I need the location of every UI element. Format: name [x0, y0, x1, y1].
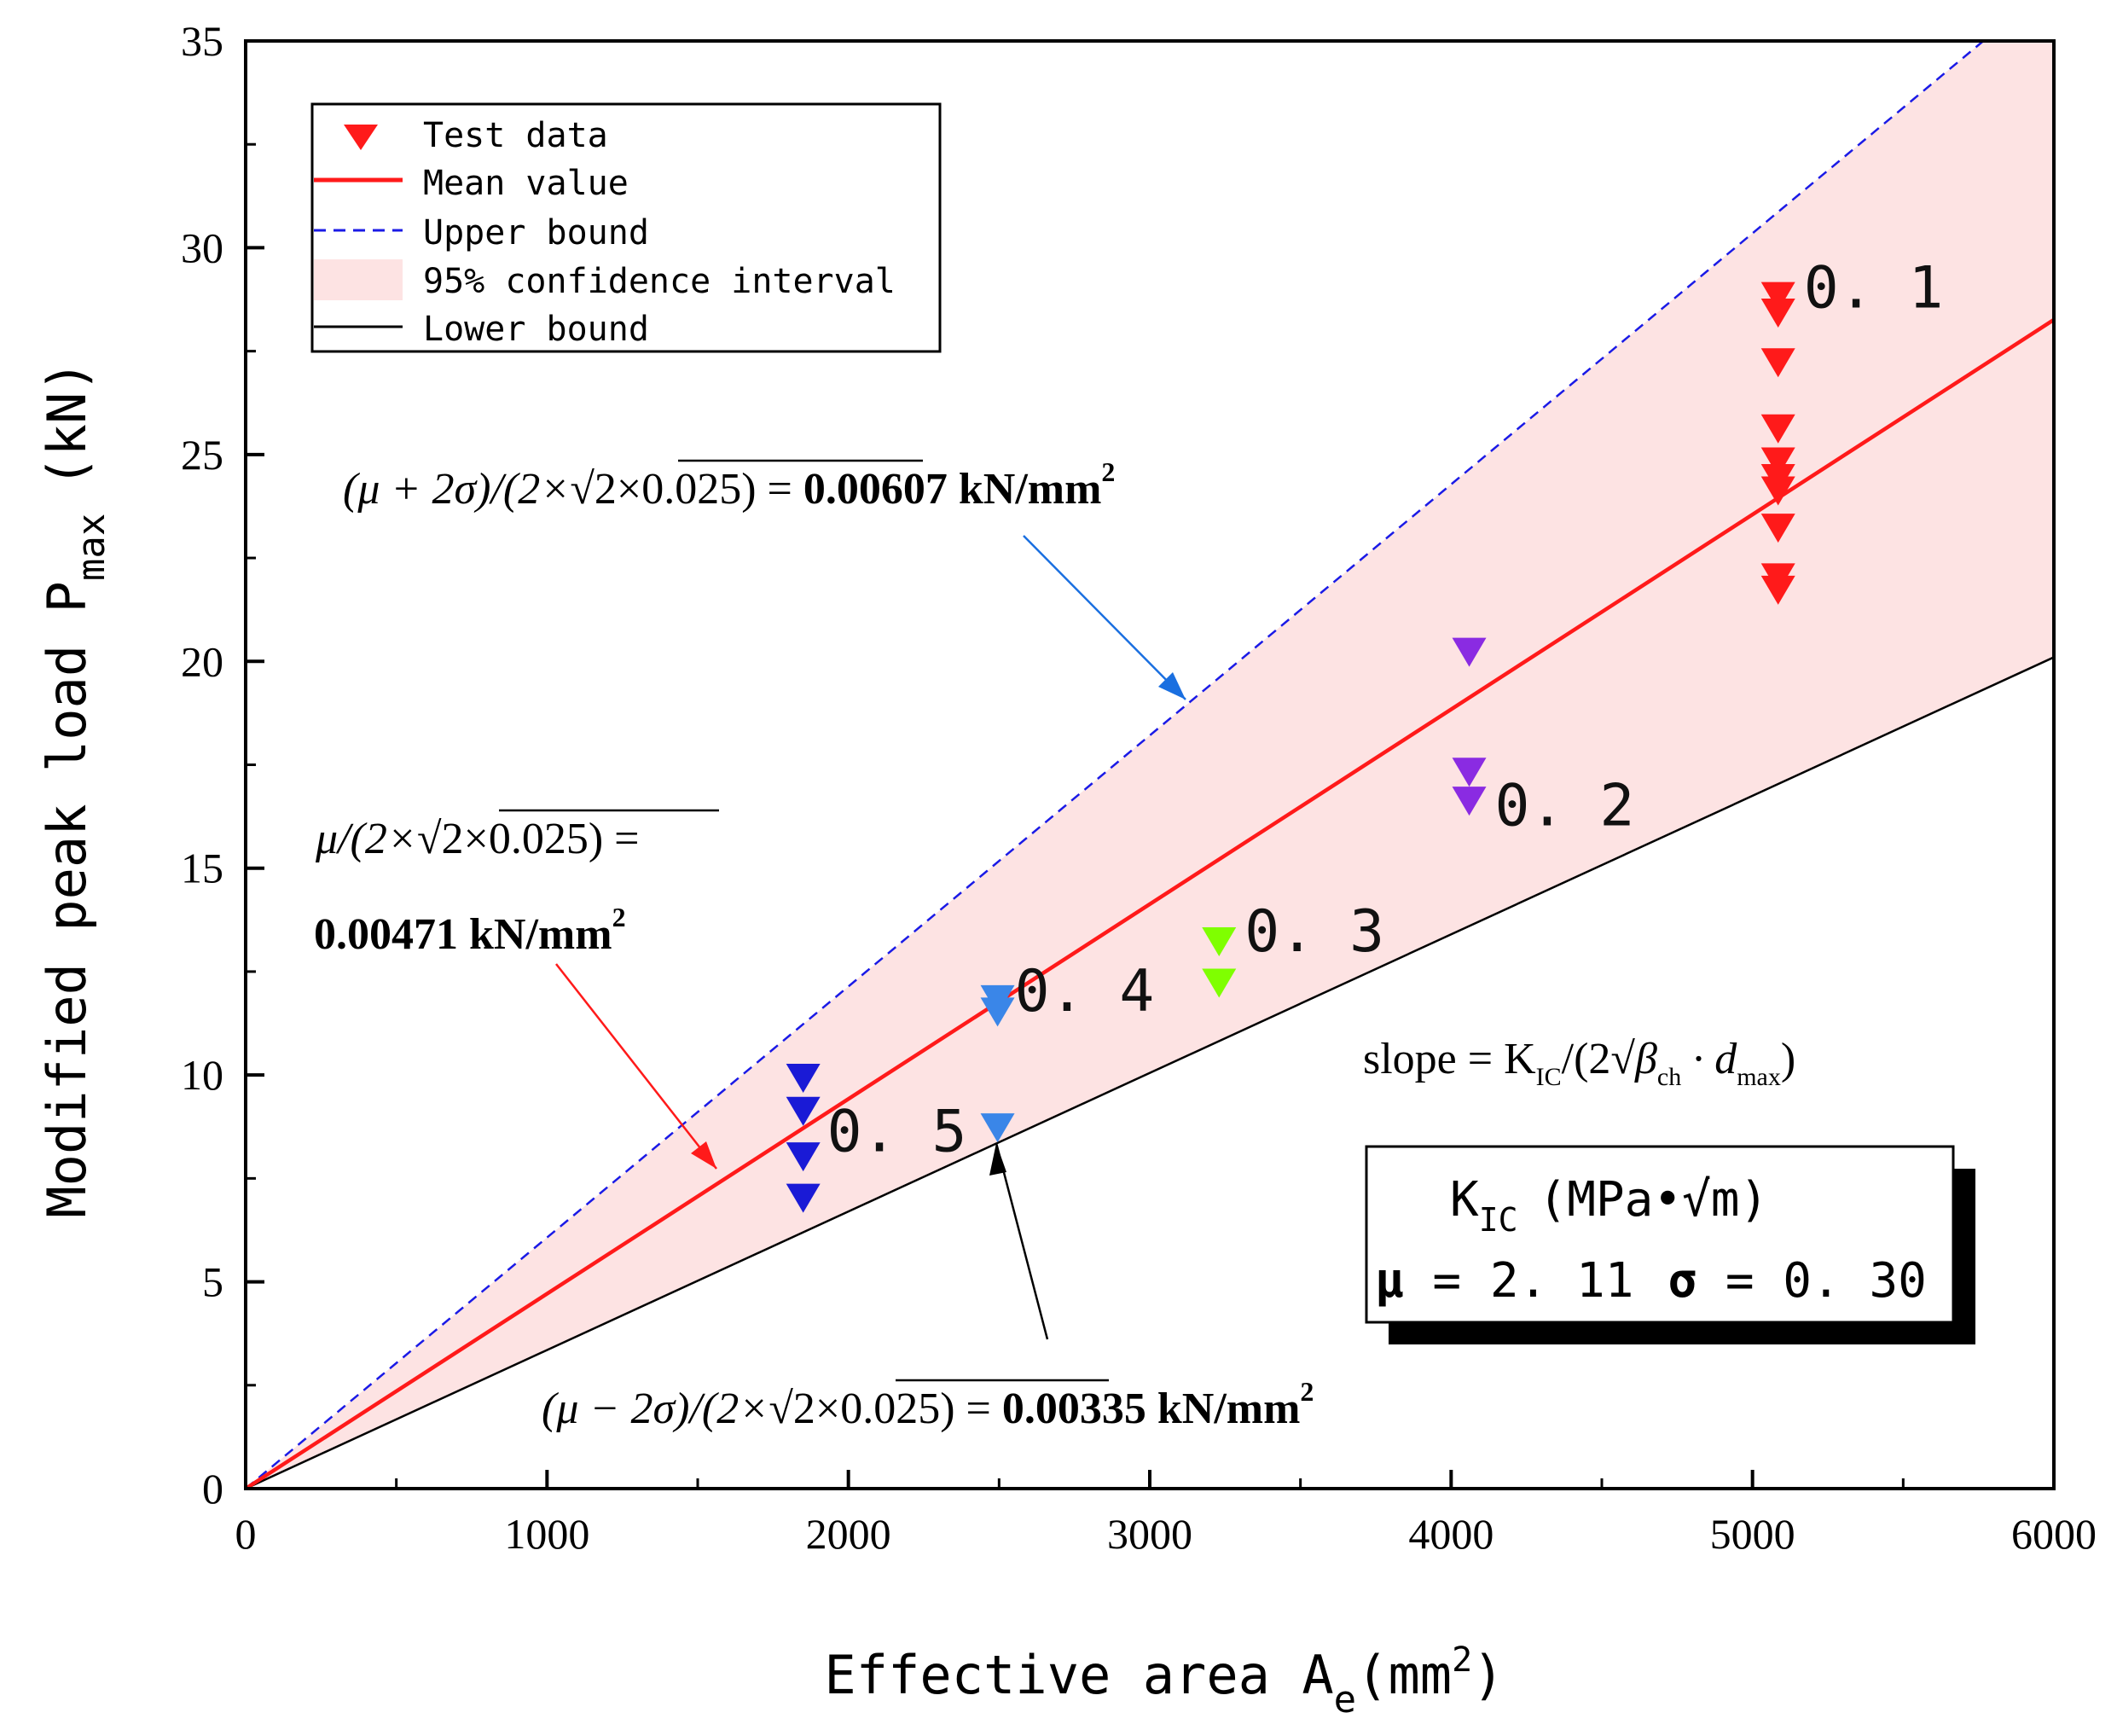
group-label: 0. 3: [1244, 898, 1384, 966]
legend-marker-test-data: [344, 125, 378, 150]
legend-label-mean: Mean value: [423, 164, 629, 203]
y-tick-label: 15: [181, 845, 223, 892]
y-tick-label: 5: [202, 1258, 223, 1306]
kic-stats: μ = 2. 11 σ = 0. 30: [1375, 1253, 1927, 1309]
x-tick-label: 3000: [1107, 1510, 1192, 1558]
x-tick-label: 6000: [2011, 1510, 2097, 1558]
group-label: 0. 1: [1804, 255, 1944, 322]
x-axis-title: Effective area Ae(mm2): [824, 1640, 1504, 1721]
y-tick-label: 10: [181, 1051, 223, 1099]
data-point: [1760, 282, 1795, 311]
upper-arrow-head: [1158, 672, 1186, 700]
group-labels: 0. 1 0. 2 0. 3 0. 4 0. 5: [827, 255, 1944, 1166]
data-point: [1452, 637, 1487, 667]
legend-label-upper: Upper bound: [423, 213, 649, 253]
mean-arrow: [555, 963, 717, 1170]
legend: Test data Mean value Upper bound 95% con…: [310, 102, 942, 353]
confidence-interval-band: [246, 41, 2054, 1489]
lower-formula-annotation: (μ − 2σ)/(2×√2×0.025) = 0.00335 kN/mm2: [542, 1142, 1314, 1433]
axis-tick-labels: 0 1000 2000 3000 4000 5000 6000 0 5 10 15 20 25 30 35: [181, 17, 2097, 1558]
slope-formula: slope = KIC/(2√βch · dmax): [1363, 1035, 1795, 1091]
y-tick-label: 20: [181, 637, 223, 685]
upper-bound-line: [245, 40, 1985, 1489]
axis-ticks: [244, 39, 2056, 1490]
lower-arrow: [995, 1142, 1049, 1340]
data-point: [1760, 348, 1795, 378]
legend-label-lower: Lower bound: [423, 310, 649, 349]
upper-formula-annotation: (μ + 2σ)/(2×√2×0.025) = 0.00607 kN/mm2: [343, 456, 1186, 700]
data-point: [1760, 476, 1795, 506]
y-axis-title: Modified peak load Pmax(kN): [36, 360, 113, 1217]
data-point: [1760, 575, 1795, 605]
data-point: [980, 1113, 1015, 1143]
data-point: [1202, 926, 1237, 956]
data-point: [786, 1142, 821, 1172]
data-point: [1452, 758, 1487, 787]
mean-formula-text: μ/(2×√2×0.025) =: [315, 815, 640, 863]
data-point: [1452, 787, 1487, 816]
data-point: [1760, 414, 1795, 444]
data-point: [786, 1183, 821, 1213]
y-tick-label: 0: [202, 1465, 223, 1512]
data-point: [1760, 514, 1795, 543]
mean-arrow-head: [691, 1141, 716, 1169]
lower-arrow-head: [989, 1143, 1006, 1176]
y-tick-label: 25: [181, 431, 223, 479]
upper-arrow: [1023, 535, 1186, 700]
x-tick-label: 5000: [1710, 1510, 1795, 1558]
x-tick-label: 1000: [504, 1510, 589, 1558]
legend-swatch-ci: [314, 259, 403, 300]
y-tick-label: 30: [181, 224, 223, 271]
legend-label-ci: 95% confidence interval: [423, 262, 896, 301]
kic-box: KIC (MPa•√m) μ = 2. 11 σ = 0. 30: [1365, 1145, 1975, 1344]
legend-box: [310, 102, 942, 353]
group-label: 0. 5: [827, 1099, 967, 1166]
x-tick-label: 0: [235, 1510, 257, 1558]
mean-value-text: 0.00471 kN/mm2: [314, 902, 626, 959]
x-tick-label: 4000: [1408, 1510, 1494, 1558]
data-point: [1760, 447, 1795, 477]
group-label: 0. 2: [1495, 772, 1635, 839]
legend-label-test-data: Test data: [423, 116, 608, 155]
data-point: [1202, 968, 1237, 998]
y-tick-label: 35: [181, 17, 223, 65]
mean-formula-annotation: μ/(2×√2×0.025) = 0.00471 kN/mm2: [314, 809, 719, 1170]
group-label: 0. 4: [1015, 958, 1155, 1025]
test-data-markers: [786, 282, 1795, 1213]
data-point: [786, 1063, 821, 1093]
kic-box-frame: [1365, 1145, 1955, 1324]
kic-title: KIC (MPa•√m): [1450, 1172, 1768, 1239]
upper-formula-text: (μ + 2σ)/(2×√2×0.025) = 0.00607 kN/mm2: [343, 456, 1115, 514]
data-point: [1760, 299, 1795, 328]
data-point: [786, 1096, 821, 1126]
mean-value-line: [244, 317, 2056, 1490]
lower-formula-text: (μ − 2σ)/(2×√2×0.025) = 0.00335 kN/mm2: [542, 1376, 1314, 1433]
sqrt-symbol: √: [570, 465, 594, 514]
x-tick-label: 2000: [806, 1510, 891, 1558]
data-point: [980, 997, 1015, 1027]
lower-bound-line: [245, 656, 2055, 1490]
